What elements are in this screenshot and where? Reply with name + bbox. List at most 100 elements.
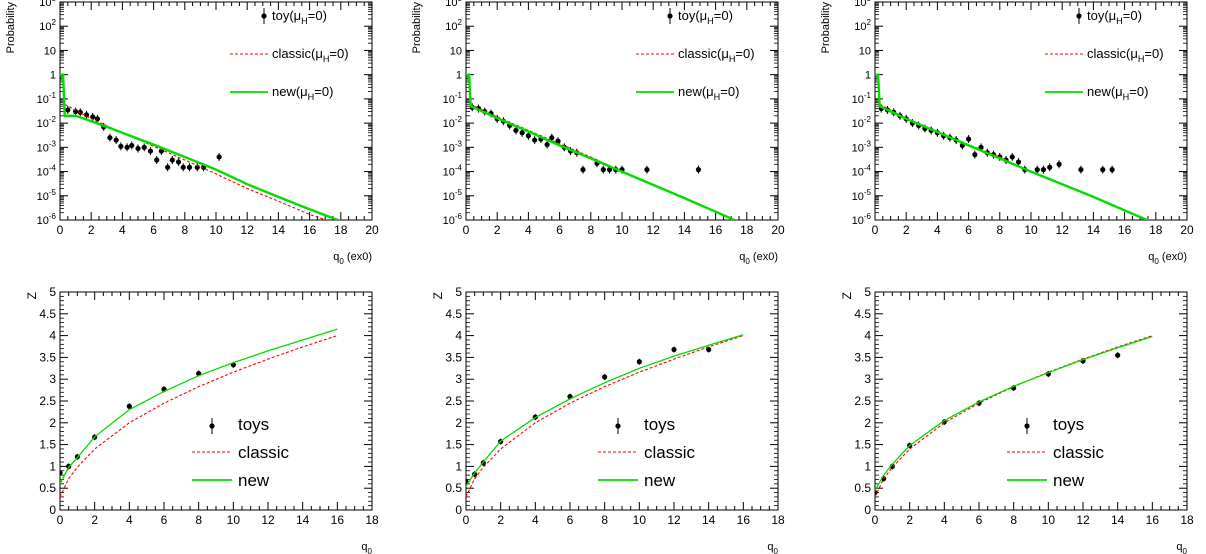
plot-frame — [59, 291, 373, 511]
y-tick-label: 10-1 — [37, 91, 57, 106]
data-point — [513, 127, 519, 134]
data-point — [135, 145, 141, 152]
legend-label-new: new(μH=0) — [272, 84, 333, 102]
series-line-classic — [64, 103, 328, 220]
x-axis-label: q0 — [361, 541, 372, 554]
y-tick-label: 3 — [864, 372, 871, 386]
x-tick-label: 2 — [88, 223, 95, 237]
x-tick-label: 0 — [57, 513, 64, 527]
data-point — [83, 112, 90, 118]
y-tick-label: 0.5 — [854, 481, 871, 495]
x-tick-label: 4 — [941, 513, 948, 527]
x-tick-label: 10 — [633, 513, 647, 527]
y-tick-label: 3.5 — [39, 350, 56, 364]
series-line-new — [60, 73, 342, 220]
y-axis-label: Z — [840, 292, 854, 299]
y-tick-label: 10-2 — [37, 115, 57, 130]
y-tick-label: 10-2 — [443, 115, 463, 130]
y-tick-label: 2.5 — [445, 394, 462, 408]
x-tick-label: 2 — [91, 513, 98, 527]
data-point — [60, 470, 63, 476]
data-point — [606, 167, 613, 173]
y-tick-label: 0 — [49, 503, 56, 517]
data-point — [65, 107, 71, 113]
x-tick-label: 8 — [587, 223, 594, 237]
y-tick-label: 2 — [864, 416, 871, 430]
x-tick-label: 14 — [1087, 223, 1101, 237]
x-tick-label: 18 — [771, 513, 785, 527]
data-point — [129, 142, 135, 149]
plot-area — [60, 73, 342, 220]
x-tick-label: 8 — [181, 223, 188, 237]
y-tick-label: 2 — [49, 416, 56, 430]
data-point — [126, 403, 132, 409]
data-point — [1115, 352, 1121, 358]
y-tick-label: 4 — [455, 329, 462, 343]
plot-area — [875, 73, 1150, 220]
series-line-new — [60, 328, 338, 485]
legend-label-classic: classic — [238, 443, 290, 462]
legend-label-classic: classic(μH=0) — [272, 46, 349, 64]
data-point — [186, 164, 193, 170]
data-point — [180, 164, 186, 170]
x-tick-label: 6 — [150, 223, 157, 237]
plot-area — [60, 328, 338, 498]
x-tick-label: 6 — [556, 223, 563, 237]
x-tick-label: 18 — [334, 223, 348, 237]
data-point — [695, 167, 702, 173]
x-axis-label: q0 (ex0) — [333, 251, 372, 266]
chart-panel-2: 0 2 4 6 8 10 12 14 16 18 20 10-6 10-5 10-4 10-3 10-2 10-… — [411, 0, 785, 266]
plot-area — [466, 73, 738, 220]
y-tick-label: 10-3 — [852, 139, 872, 154]
x-tick-label: 18 — [1180, 513, 1194, 527]
x-tick-label: 20 — [365, 223, 379, 237]
data-point — [972, 152, 978, 158]
x-tick-label: 20 — [771, 223, 785, 237]
x-tick-label: 14 — [702, 513, 716, 527]
y-tick-label: 1 — [865, 70, 871, 82]
y-tick-label: 10-5 — [852, 188, 872, 203]
x-tick-label: 16 — [1118, 223, 1132, 237]
legend-label-new: new — [238, 471, 270, 490]
y-tick-label: 4.5 — [39, 307, 56, 321]
y-tick-label: 10-3 — [37, 139, 57, 154]
x-tick-label: 6 — [976, 513, 983, 527]
x-tick-label: 14 — [272, 223, 286, 237]
y-tick-label: 10 — [44, 45, 56, 57]
y-tick-label: 3.5 — [854, 350, 871, 364]
x-tick-label: 10 — [615, 223, 629, 237]
data-point — [169, 157, 175, 163]
y-tick-label: 10-1 — [443, 91, 463, 106]
chart-panel-6: 0 2 4 6 8 10 12 14 16 18 0 0.5 1 1.5 2 2.5 3 3.5 4 4.5 5 Zq0 t… — [840, 285, 1194, 554]
plot-area — [466, 334, 744, 498]
legend-key-toy — [209, 423, 215, 429]
y-tick-label: 10-3 — [443, 139, 463, 154]
x-axis-label: q0 (ex0) — [1148, 251, 1187, 266]
data-point — [978, 144, 984, 150]
legend-label-new: new — [644, 471, 676, 490]
y-tick-label: 5 — [49, 285, 56, 299]
x-tick-label: 20 — [1180, 223, 1194, 237]
data-point — [118, 143, 124, 149]
data-point — [90, 114, 96, 120]
x-tick-label: 18 — [740, 223, 754, 237]
y-tick-label: 103 — [39, 0, 56, 9]
x-tick-label: 2 — [494, 223, 501, 237]
chart-panel-4: 0 2 4 6 8 10 12 14 16 18 0 0.5 1 1.5 2 2.5 3 3.5 4 4.5 5 Zq0 t… — [25, 285, 379, 554]
x-axis-label: q0 — [767, 541, 778, 554]
x-tick-label: 10 — [1024, 223, 1038, 237]
y-tick-label: 0.5 — [445, 481, 462, 495]
x-tick-label: 12 — [667, 513, 681, 527]
y-axis-label: Z — [431, 292, 445, 299]
data-point — [1100, 167, 1106, 173]
data-point — [124, 144, 130, 150]
series-line-new — [466, 334, 744, 487]
x-tick-label: 0 — [872, 513, 879, 527]
x-tick-label: 6 — [161, 513, 168, 527]
y-tick-label: 10 — [450, 45, 462, 57]
series-line-new — [875, 335, 1153, 491]
y-axis-label: Probability — [411, 2, 423, 54]
y-tick-label: 3 — [49, 372, 56, 386]
series-line-classic — [60, 335, 338, 498]
